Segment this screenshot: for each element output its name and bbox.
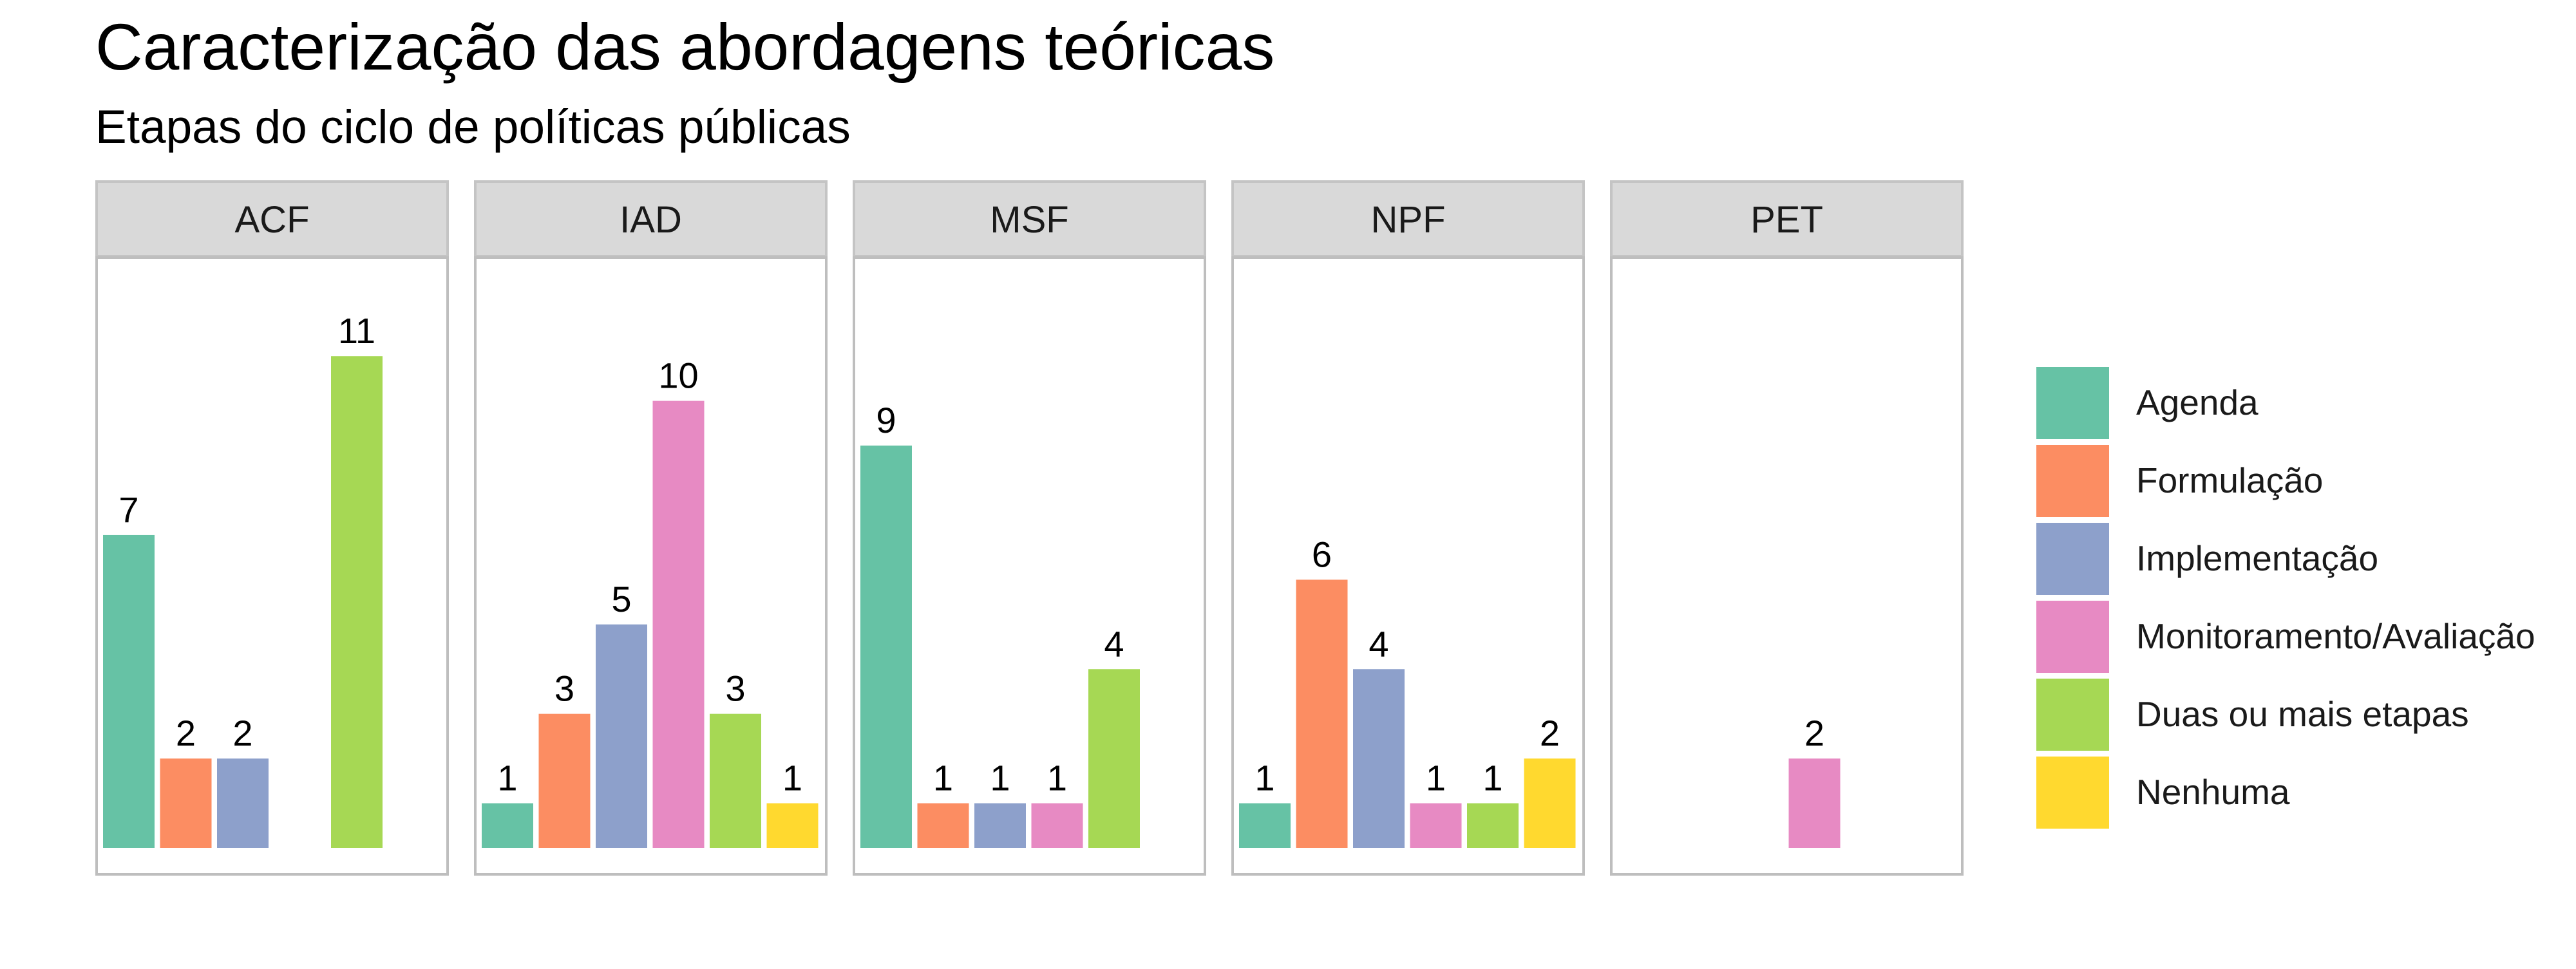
legend: Agenda Formulação Implementação Monitoramen… <box>2036 367 2535 829</box>
facet-acf: ACF 7 2 2 11 <box>95 180 449 876</box>
data-label-iad-nenhuma: 1 <box>782 758 802 798</box>
data-label-iad-duas-ou-mais-etapas: 3 <box>725 668 745 709</box>
bar-npf-implementacao <box>1353 669 1405 848</box>
data-label-npf-nenhuma: 2 <box>1540 713 1560 753</box>
legend-key-formulacao <box>2036 445 2109 517</box>
bar-iad-monitoramento-avaliacao <box>652 400 705 848</box>
data-label-npf-monitoramento-avaliacao: 1 <box>1426 758 1446 798</box>
data-label-msf-formulacao: 1 <box>933 758 953 798</box>
data-label-acf-implementacao: 2 <box>232 713 252 753</box>
data-label-npf-duas-ou-mais-etapas: 1 <box>1482 758 1502 798</box>
data-label-acf-formulacao: 2 <box>176 713 196 753</box>
data-label-iad-monitoramento-avaliacao: 10 <box>658 355 698 396</box>
facet-label-iad: IAD <box>620 199 682 241</box>
facet-label-acf: ACF <box>235 199 310 241</box>
legend-label-duas-ou-mais-etapas: Duas ou mais etapas <box>2136 694 2469 734</box>
legend-key-agenda <box>2036 367 2109 439</box>
bar-npf-agenda <box>1239 803 1291 848</box>
data-label-npf-formulacao: 6 <box>1312 534 1332 574</box>
data-label-npf-implementacao: 4 <box>1368 623 1388 664</box>
facet-pet: PET 2 <box>1610 180 1964 876</box>
data-label-iad-formulacao: 3 <box>554 668 574 709</box>
legend-key-nenhuma <box>2036 757 2109 829</box>
facet-label-npf: NPF <box>1371 199 1446 241</box>
facet-strip-msf <box>853 180 1206 258</box>
bar-acf-duas-ou-mais-etapas <box>331 356 383 848</box>
data-label-msf-duas-ou-mais-etapas: 4 <box>1104 623 1124 664</box>
legend-label-monitoramento-avaliacao: Monitoramento/Avaliação <box>2136 616 2535 656</box>
data-label-msf-agenda: 9 <box>876 400 896 440</box>
bar-npf-nenhuma <box>1524 758 1576 848</box>
data-label-acf-duas-ou-mais-etapas: 11 <box>338 310 375 351</box>
bar-iad-implementacao <box>596 624 647 848</box>
bar-iad-agenda <box>482 803 533 848</box>
data-label-msf-implementacao: 1 <box>990 758 1010 798</box>
bar-msf-monitoramento-avaliacao <box>1031 803 1083 848</box>
bar-iad-nenhuma <box>766 803 819 848</box>
legend-item-nenhuma: Nenhuma <box>2036 757 2290 829</box>
chart-subtitle: Etapas do ciclo de políticas públicas <box>95 101 851 153</box>
legend-item-implementacao: Implementação <box>2036 523 2378 595</box>
legend-label-agenda: Agenda <box>2136 382 2259 422</box>
facet-strip-npf <box>1231 180 1585 258</box>
facet-panel-pet <box>1610 256 1964 876</box>
legend-label-nenhuma: Nenhuma <box>2136 772 2290 812</box>
bar-msf-formulacao <box>917 803 969 848</box>
bar-msf-duas-ou-mais-etapas <box>1088 669 1140 848</box>
facet-panel-acf <box>95 256 449 876</box>
bar-acf-implementacao <box>217 758 269 848</box>
bar-npf-monitoramento-avaliacao <box>1410 803 1462 848</box>
data-label-acf-agenda: 7 <box>118 489 138 530</box>
facet-strip-iad <box>474 180 828 258</box>
facet-label-pet: PET <box>1750 199 1823 241</box>
legend-item-duas-ou-mais-etapas: Duas ou mais etapas <box>2036 679 2469 751</box>
bar-iad-formulacao <box>538 713 591 848</box>
chart-title: Caracterização das abordagens teóricas <box>95 10 1274 84</box>
bar-acf-agenda <box>103 534 155 848</box>
facet-strip-pet <box>1610 180 1964 258</box>
legend-item-agenda: Agenda <box>2036 367 2259 439</box>
data-label-npf-agenda: 1 <box>1255 758 1274 798</box>
facet-strip-acf <box>95 180 449 258</box>
data-label-pet-monitoramento-avaliacao: 2 <box>1804 713 1824 753</box>
bar-acf-formulacao <box>160 758 212 848</box>
data-label-msf-monitoramento-avaliacao: 1 <box>1047 758 1067 798</box>
facet-panel-iad <box>474 256 828 876</box>
bar-npf-duas-ou-mais-etapas <box>1467 803 1519 848</box>
legend-key-monitoramento-avaliacao <box>2036 601 2109 673</box>
legend-key-implementacao <box>2036 523 2109 595</box>
facet-panel-msf <box>853 256 1206 876</box>
bar-pet-monitoramento-avaliacao <box>1788 758 1841 848</box>
data-label-iad-agenda: 1 <box>497 758 517 798</box>
legend-item-monitoramento-avaliacao: Monitoramento/Avaliação <box>2036 601 2535 673</box>
legend-label-formulacao: Formulação <box>2136 460 2323 500</box>
data-label-iad-implementacao: 5 <box>611 579 631 619</box>
bar-iad-duas-ou-mais-etapas <box>710 713 761 848</box>
bar-msf-agenda <box>860 446 912 848</box>
legend-item-formulacao: Formulação <box>2036 445 2323 517</box>
bar-npf-formulacao <box>1296 579 1348 848</box>
facet-label-msf: MSF <box>990 199 1068 241</box>
legend-key-duas-ou-mais-etapas <box>2036 679 2109 751</box>
legend-label-implementacao: Implementação <box>2136 538 2378 578</box>
bar-msf-implementacao <box>974 803 1026 848</box>
facet-iad: IAD 1 3 5 10 3 1 <box>474 180 828 876</box>
